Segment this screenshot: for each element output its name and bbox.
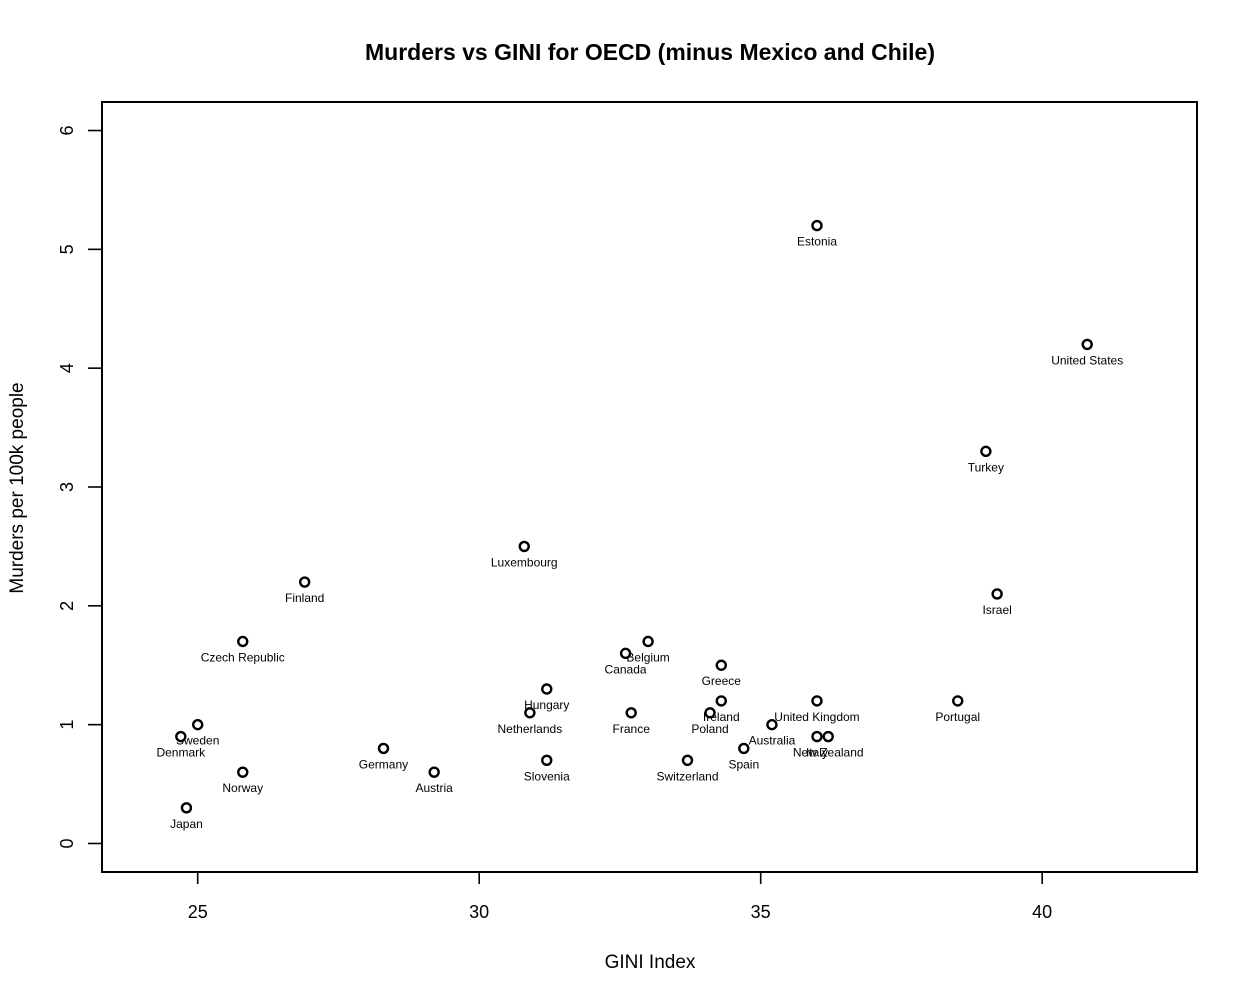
data-point	[541, 754, 553, 767]
y-axis: 0 1 2 3 4 5 6	[57, 126, 103, 848]
point-label: Israel	[982, 603, 1011, 617]
data-point	[428, 766, 440, 778]
point-label: Australia	[749, 734, 796, 748]
point-label: Estonia	[797, 235, 837, 249]
point-label: Hungary	[524, 698, 569, 712]
x-axis: 25 30 35 40	[188, 871, 1052, 922]
data-point	[738, 742, 750, 755]
data-point	[811, 695, 823, 707]
point-label: Slovenia	[524, 769, 570, 783]
point-label: Italy	[806, 746, 828, 760]
data-point	[1081, 338, 1093, 351]
y-tick-label: 0	[57, 838, 77, 848]
data-point	[518, 540, 530, 553]
data-point	[192, 718, 204, 731]
x-axis-label: GINI Index	[605, 952, 696, 973]
x-tick-label: 35	[751, 902, 771, 922]
data-point	[980, 445, 992, 458]
point-label: Sweden	[176, 734, 219, 748]
point-label: Netherlands	[498, 722, 563, 736]
point-label: Belgium	[626, 650, 669, 664]
point-label: Canada	[605, 662, 647, 676]
point-label: Finland	[285, 591, 324, 605]
point-label: Turkey	[968, 460, 1004, 474]
point-label: Norway	[222, 781, 263, 795]
y-tick-label: 1	[57, 720, 77, 730]
y-axis-label: Murders per 100k people	[7, 382, 28, 593]
data-point	[811, 219, 823, 232]
data-point	[952, 695, 964, 707]
point-label: Switzerland	[656, 769, 718, 783]
y-tick-label: 4	[57, 363, 77, 373]
point-label: Luxembourg	[491, 555, 558, 569]
plot-frame	[101, 101, 1198, 873]
data-point	[377, 742, 390, 755]
data-point	[625, 707, 637, 719]
y-tick-label: 3	[57, 482, 77, 492]
data-point	[619, 647, 632, 660]
y-tick-label: 2	[57, 601, 77, 611]
data-point	[175, 730, 187, 743]
data-point	[822, 730, 834, 743]
data-point	[298, 576, 311, 588]
data-point	[642, 635, 654, 648]
data-point	[715, 659, 727, 671]
data-point	[704, 707, 716, 719]
point-label: Germany	[359, 757, 408, 771]
point-label: New Zealand	[793, 746, 864, 760]
x-tick-label: 25	[188, 902, 208, 922]
point-label: Japan	[170, 817, 203, 831]
point-label: Denmark	[156, 746, 206, 760]
data-point	[811, 730, 823, 743]
data-point	[991, 588, 1003, 600]
y-tick-label: 6	[57, 126, 77, 136]
data-point	[766, 718, 778, 731]
x-tick-label: 30	[469, 902, 489, 922]
x-tick-label: 40	[1032, 902, 1052, 922]
point-label: United Kingdom	[774, 710, 859, 724]
data-point	[524, 707, 536, 719]
data-points: Estonia United States Turkey Luxembourg Finl…	[156, 219, 1123, 831]
data-point	[237, 766, 249, 778]
data-point	[715, 695, 727, 707]
point-label: Czech Republic	[201, 650, 285, 664]
data-point	[180, 802, 193, 814]
point-label: Portugal	[935, 710, 980, 724]
point-label: Greece	[702, 674, 742, 688]
point-label: Spain	[728, 757, 759, 771]
point-label: Poland	[691, 722, 728, 736]
y-tick-label: 5	[57, 244, 77, 254]
point-label: France	[613, 722, 651, 736]
data-point	[681, 754, 694, 767]
data-point	[541, 683, 553, 695]
point-label: Austria	[415, 781, 453, 795]
point-label: United States	[1051, 353, 1123, 367]
chart-title: Murders vs GINI for OECD (minus Mexico a…	[365, 39, 935, 65]
data-point	[237, 635, 249, 648]
